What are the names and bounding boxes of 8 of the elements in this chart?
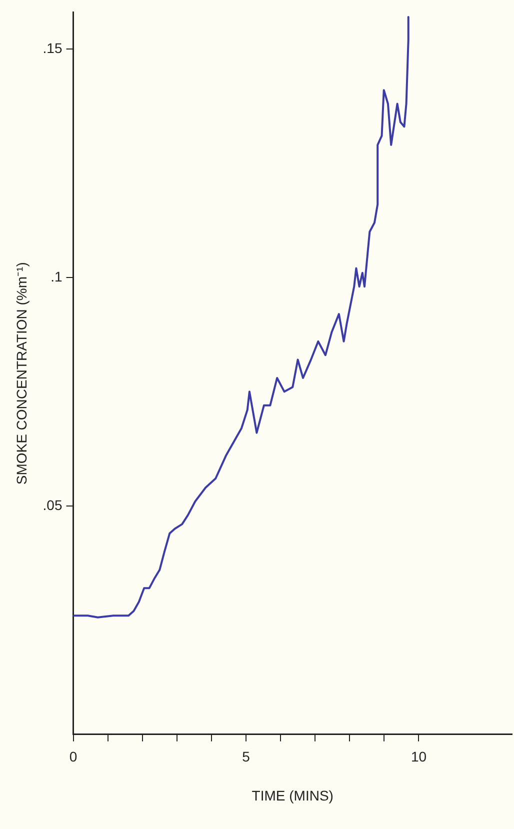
x-axis-title: TIME (MINS) bbox=[252, 787, 334, 804]
y-tick-label: .05 bbox=[42, 496, 62, 513]
x-tick-label: 5 bbox=[242, 748, 250, 765]
x-tick-label: 0 bbox=[69, 748, 78, 765]
y-tick-label: .1 bbox=[50, 268, 62, 284]
y-tick-label: .15 bbox=[42, 40, 62, 56]
x-tick-label: 10 bbox=[410, 748, 427, 765]
y-axis-title: SMOKE CONCENTRATION (%m⁻¹) bbox=[13, 262, 30, 485]
